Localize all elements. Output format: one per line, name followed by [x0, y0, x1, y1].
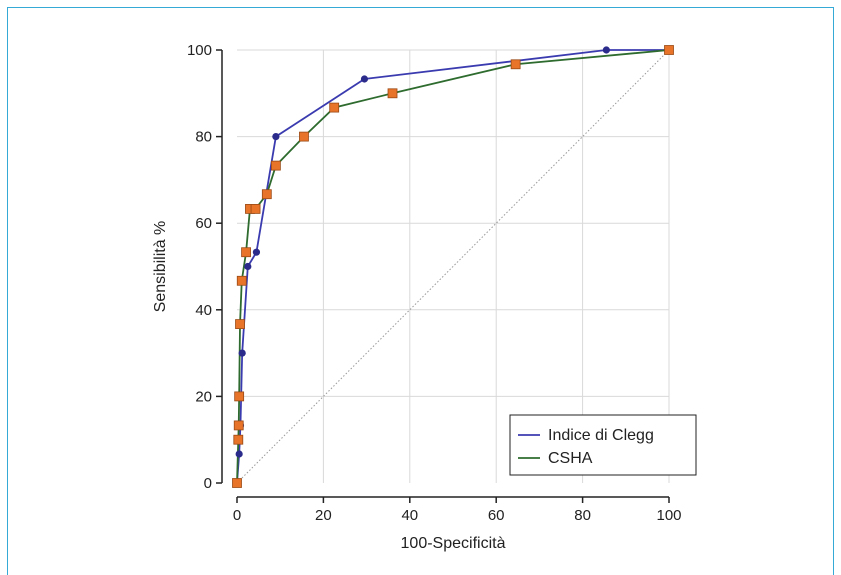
y-tick-label: 60: [195, 215, 212, 232]
axes: 0 20 40 60 80 100 0 20 40 60 80 100: [187, 42, 682, 524]
data-point-csha: [329, 102, 340, 113]
data-point-csha: [241, 247, 251, 258]
x-tick-label: 0: [233, 507, 241, 524]
y-tick-label: 40: [195, 302, 212, 319]
y-tick-label: 80: [195, 129, 212, 146]
data-point-indice-di-clegg: [235, 450, 243, 458]
data-point-indice-di-clegg: [244, 262, 252, 271]
x-tick-label: 60: [488, 507, 505, 524]
legend: Indice di Clegg CSHA: [509, 414, 697, 476]
data-point-csha: [235, 319, 245, 329]
y-tick-label: 100: [187, 42, 212, 59]
grid: [237, 49, 670, 483]
data-point-csha: [270, 160, 281, 171]
data-point-csha: [299, 131, 309, 142]
figure-frame: [7, 7, 834, 575]
data-point-csha: [261, 189, 272, 200]
data-point-csha: [233, 434, 244, 445]
x-tick-label: 20: [315, 507, 332, 524]
legend-box: [509, 414, 697, 476]
x-tick-label: 80: [574, 507, 591, 524]
data-point-csha: [510, 59, 521, 70]
legend-label-indice-di-clegg: Indice di Clegg: [548, 427, 654, 444]
data-point-csha: [234, 391, 245, 402]
series-layer: [232, 45, 674, 488]
data-point-indice-di-clegg: [602, 46, 610, 54]
x-axis-label: 100-Specificità: [401, 535, 506, 552]
legend-label-csha: CSHA: [548, 450, 593, 467]
data-point-csha: [236, 275, 247, 286]
data-point-csha: [250, 204, 261, 214]
y-tick-label: 20: [195, 388, 212, 405]
y-axis-label: Sensibilità %: [152, 221, 169, 313]
x-tick-label: 100: [656, 507, 681, 524]
data-point-csha: [664, 45, 674, 55]
reference-diagonal: [236, 49, 670, 484]
data-point-csha: [232, 478, 242, 488]
y-tick-label: 0: [204, 475, 212, 492]
data-point-indice-di-clegg: [238, 349, 246, 357]
data-point-indice-di-clegg: [272, 133, 280, 141]
x-tick-label: 40: [401, 507, 418, 524]
data-point-indice-di-clegg: [360, 75, 369, 83]
data-point-indice-di-clegg: [252, 248, 261, 256]
data-point-csha: [387, 88, 398, 99]
data-point-csha: [233, 420, 244, 431]
